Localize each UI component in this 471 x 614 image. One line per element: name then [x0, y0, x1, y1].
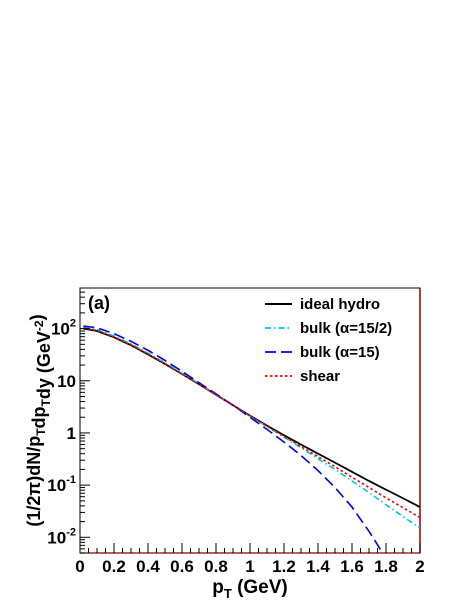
y-axis-label: (1/2π)dN/pTdpTdy (GeV-2) [24, 314, 54, 526]
x-tick-label: 0 [75, 557, 84, 576]
x-tick-label: 0.8 [204, 557, 228, 576]
y-tick-label: 102 [51, 318, 76, 339]
x-tick-label: 1.2 [272, 557, 296, 576]
x-tick-label: 1.8 [374, 557, 398, 576]
series-line-3 [83, 327, 420, 519]
y-tick-label: 10-1 [47, 474, 76, 495]
x-tick-label: 1.4 [306, 557, 330, 576]
x-tick-label: 2 [415, 557, 424, 576]
x-tick-label: 1 [245, 557, 254, 576]
series-line-1 [83, 326, 420, 529]
legend-label-0: ideal hydro [300, 296, 380, 313]
y-tick-label: 10 [57, 372, 76, 391]
panel-label: (a) [88, 293, 110, 313]
x-tick-label: 0.4 [136, 557, 160, 576]
x-tick-label: 1.6 [340, 557, 364, 576]
y-tick-label: 10-2 [47, 526, 76, 547]
x-axis-label: pT (GeV) [212, 577, 288, 601]
legend-label-1: bulk (α=15/2) [300, 320, 392, 337]
legend-label-2: bulk (α=15) [300, 344, 380, 361]
legend-label-3: shear [300, 368, 340, 385]
x-tick-label: 0.6 [170, 557, 194, 576]
y-tick-label: 1 [67, 424, 76, 443]
x-tick-label: 0.2 [102, 557, 126, 576]
series-line-2 [83, 325, 384, 553]
